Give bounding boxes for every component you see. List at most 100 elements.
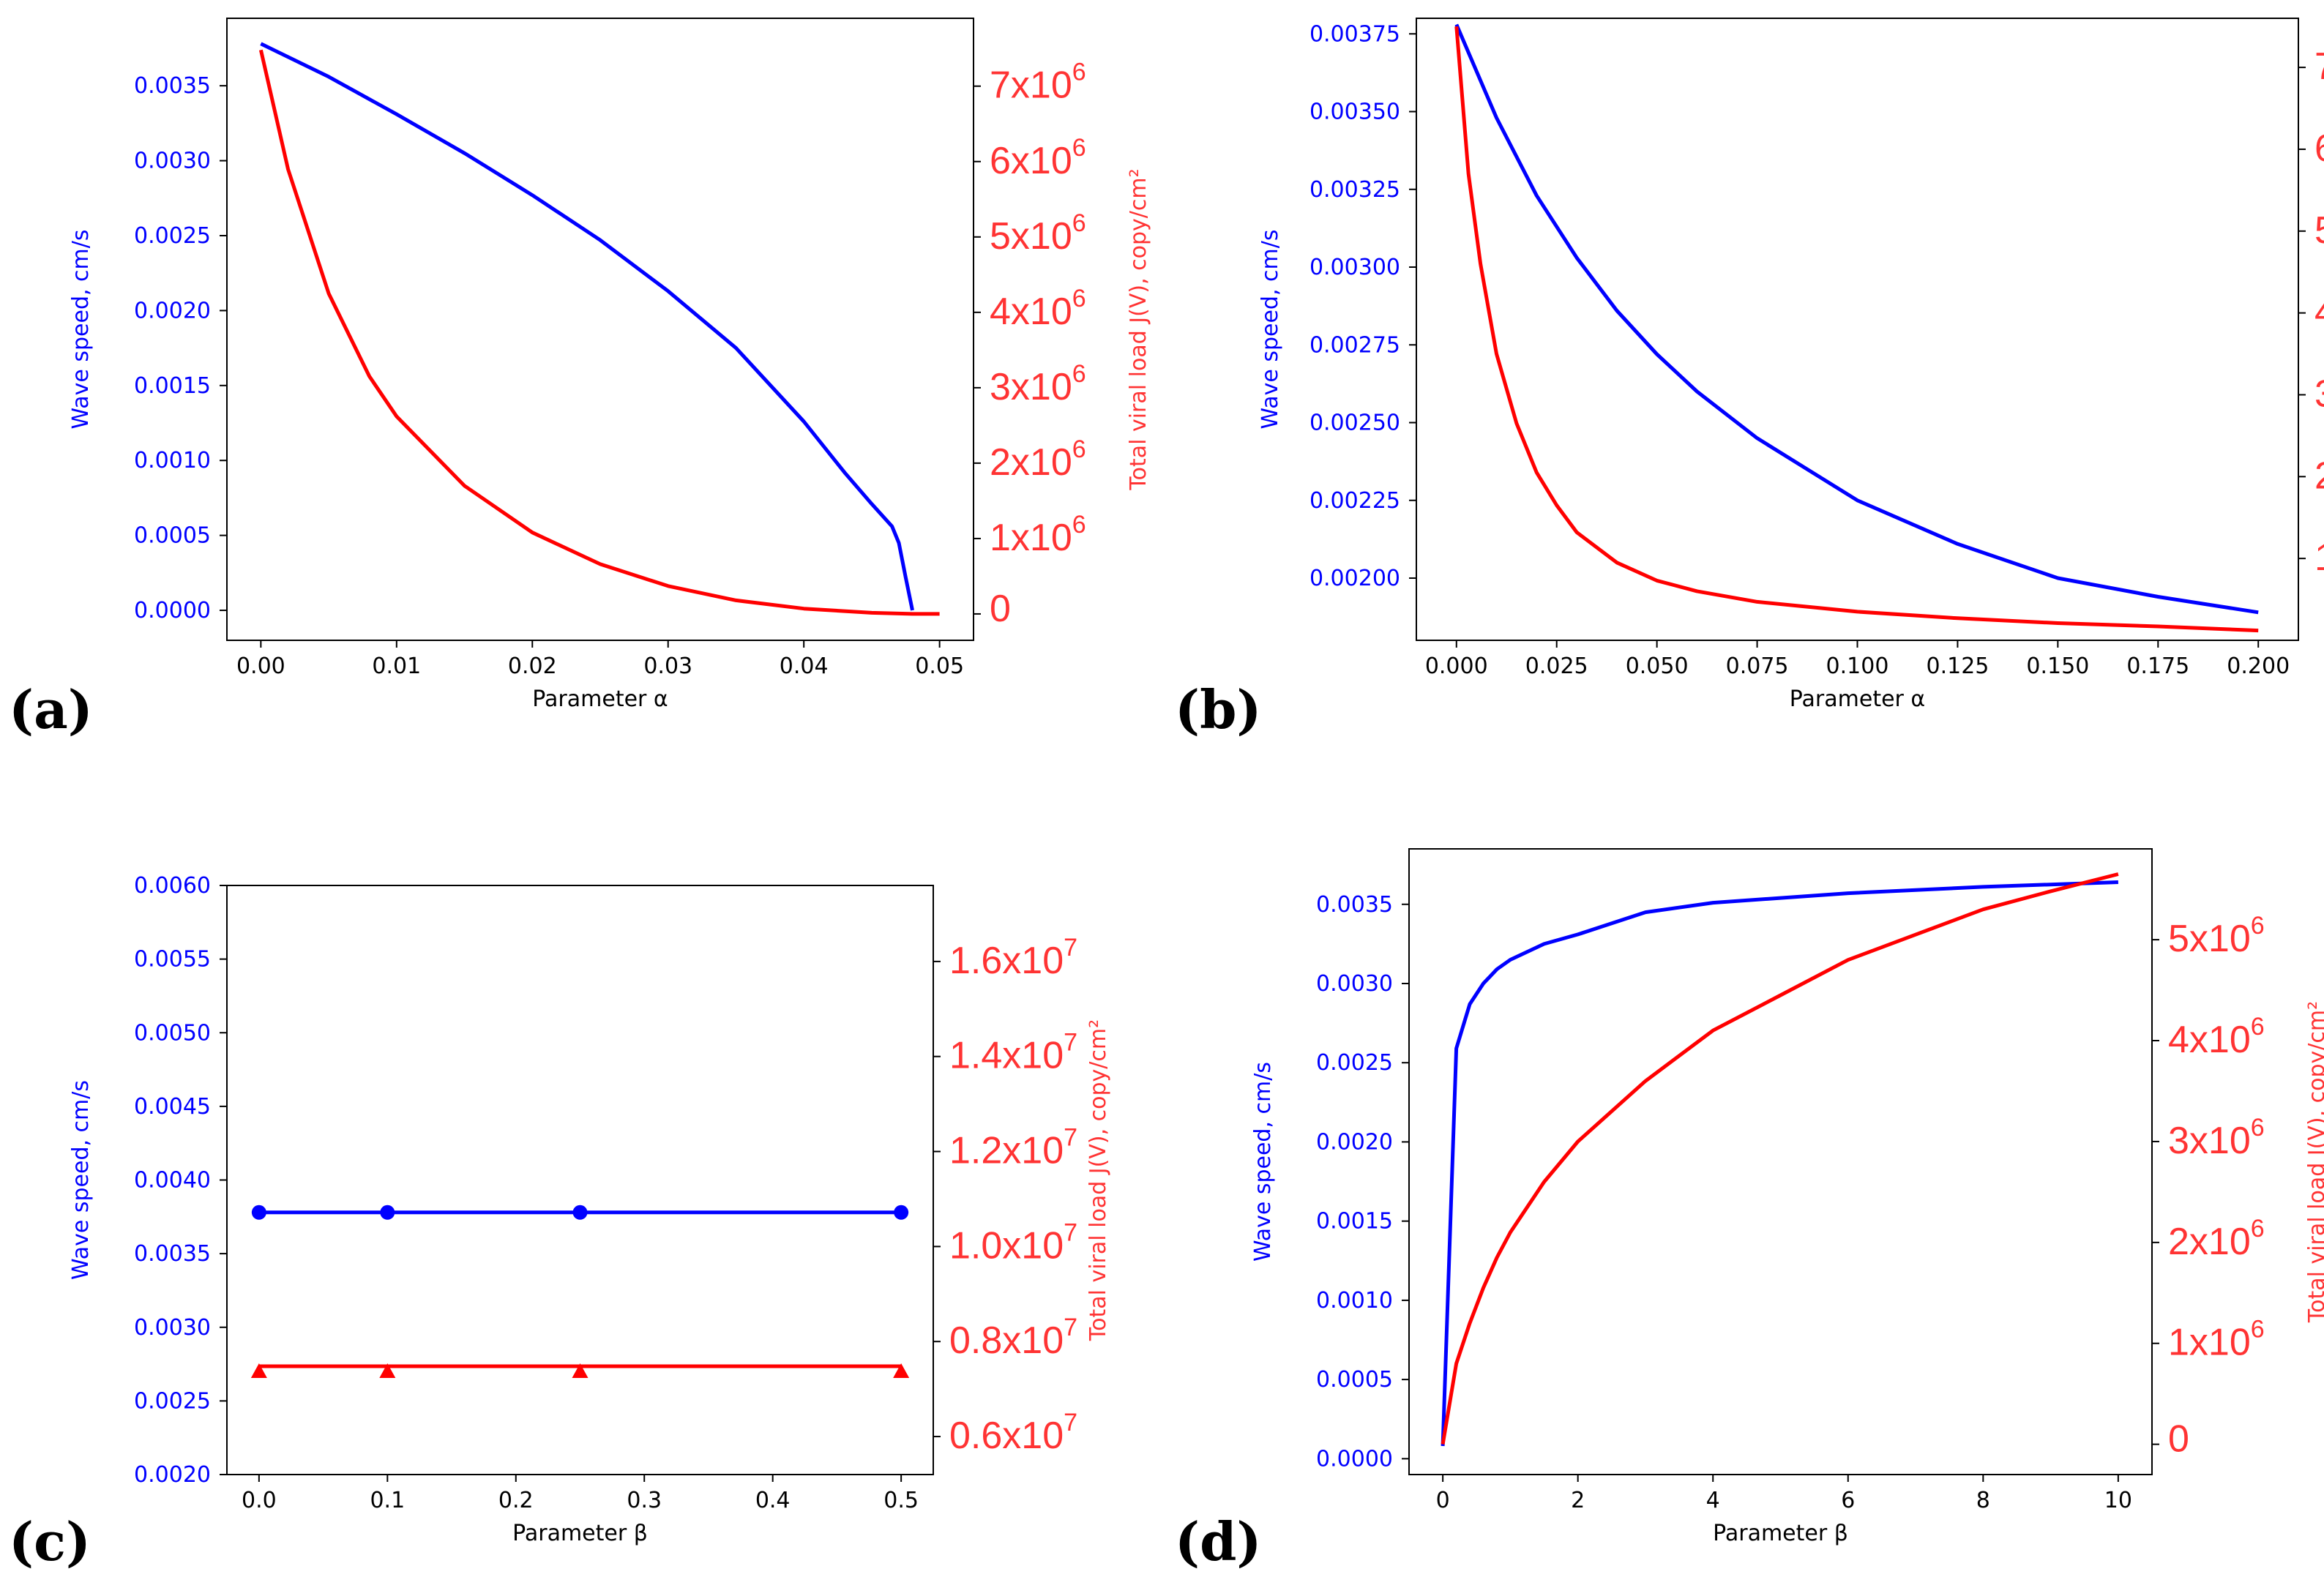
x-tick-label: 0.00 bbox=[236, 653, 285, 679]
data-point-marker bbox=[572, 1205, 588, 1220]
x-tick-label: 0.100 bbox=[1826, 653, 1889, 679]
right-axis-label: Total viral load J(V), copy/cm² bbox=[1086, 1019, 1111, 1341]
data-point-marker bbox=[251, 1205, 266, 1220]
right-tick-label: 4x106 bbox=[2168, 1013, 2265, 1061]
right-tick-label: 2x106 bbox=[990, 435, 1086, 484]
left-tick-label: 0.0035 bbox=[1316, 892, 1393, 918]
x-axis-label: Parameter β bbox=[1713, 1521, 1848, 1546]
data-point-marker bbox=[380, 1205, 395, 1220]
left-tick-label: 0.0040 bbox=[134, 1168, 211, 1194]
left-tick-label: 0.0015 bbox=[134, 373, 211, 399]
right-tick-label: 3x106 bbox=[990, 360, 1086, 408]
right-axis-label: Total viral load J(V), copy/cm² bbox=[2304, 1001, 2324, 1323]
series-line-total-viral-load bbox=[1454, 26, 2259, 633]
series-line-wave-speed bbox=[260, 42, 914, 611]
left-tick-label: 0.0025 bbox=[134, 1388, 211, 1414]
left-tick-label: 0.0015 bbox=[1316, 1209, 1393, 1235]
x-tick-label: 0.03 bbox=[643, 653, 692, 679]
x-tick-label: 0.01 bbox=[372, 653, 421, 679]
left-tick-label: 0.0000 bbox=[134, 598, 211, 623]
right-tick-label: 3x106 bbox=[2314, 367, 2324, 415]
x-tick-label: 0.150 bbox=[2026, 653, 2089, 679]
right-tick-label: 1x106 bbox=[2314, 531, 2324, 579]
plot-frame bbox=[1408, 848, 2153, 1475]
left-tick-label: 0.0020 bbox=[1316, 1129, 1393, 1155]
x-tick-label: 0.025 bbox=[1525, 653, 1588, 679]
right-tick-label: 1.2x107 bbox=[949, 1124, 1077, 1172]
x-tick-label: 0.200 bbox=[2227, 653, 2290, 679]
right-tick-label: 0 bbox=[990, 588, 1011, 630]
panel-4: 0 2 4 6 8 10 0.0000 0.0005 0.0010 0.0015 0.0020 0.0… bbox=[1175, 848, 2324, 1573]
right-tick-label: 2x106 bbox=[2168, 1215, 2265, 1263]
x-tick-label: 0.5 bbox=[883, 1488, 919, 1513]
x-tick-label: 4 bbox=[1706, 1488, 1720, 1513]
right-tick-label: 6x106 bbox=[990, 134, 1086, 182]
x-tick-label: 0.4 bbox=[755, 1488, 791, 1513]
x-tick-label: 0.125 bbox=[1926, 653, 1989, 679]
x-tick-label: 10 bbox=[2104, 1488, 2132, 1513]
x-tick-label: 0.2 bbox=[498, 1488, 534, 1513]
x-tick-label: 0.04 bbox=[780, 653, 829, 679]
series-line-wave-speed bbox=[1454, 23, 2259, 615]
left-tick-label: 0.0030 bbox=[134, 1315, 211, 1341]
series-line-total-viral-load bbox=[1441, 872, 2119, 1445]
right-tick-label: 3x106 bbox=[2168, 1114, 2265, 1162]
left-tick-label: 0.00350 bbox=[1309, 100, 1400, 125]
right-tick-label: 7x106 bbox=[990, 59, 1086, 107]
left-tick-label: 0.00250 bbox=[1309, 411, 1400, 436]
left-tick-label: 0.0020 bbox=[134, 1462, 211, 1488]
left-tick-label: 0.0045 bbox=[134, 1094, 211, 1120]
x-tick-label: 6 bbox=[1841, 1488, 1855, 1513]
left-tick-label: 0.0050 bbox=[134, 1020, 211, 1046]
left-axis-label: Wave speed, cm/s bbox=[1258, 229, 1283, 429]
series-line-total-viral-load bbox=[258, 49, 940, 616]
left-tick-label: 0.00200 bbox=[1309, 566, 1400, 591]
left-tick-label: 0.0030 bbox=[1316, 971, 1393, 997]
left-tick-label: 0.0005 bbox=[1316, 1367, 1393, 1393]
left-tick-label: 0.00375 bbox=[1309, 21, 1400, 47]
data-point-marker bbox=[379, 1363, 396, 1378]
right-tick-label: 1.0x107 bbox=[949, 1218, 1077, 1267]
data-point-marker bbox=[894, 1205, 909, 1220]
panel-2: 0.000 0.025 0.050 0.075 0.100 0.125 0.150 0.175… bbox=[1175, 18, 2324, 741]
left-axis-label: Wave speed, cm/s bbox=[68, 229, 94, 429]
series-line-wave-speed bbox=[1441, 880, 2118, 1447]
left-tick-label: 0.0020 bbox=[134, 298, 211, 323]
right-tick-label: 7x106 bbox=[2314, 40, 2324, 88]
left-axis-label: Wave speed, cm/s bbox=[68, 1080, 94, 1280]
right-tick-label: 4x106 bbox=[2314, 285, 2324, 334]
left-tick-label: 0.0060 bbox=[134, 873, 211, 899]
plot-frame bbox=[226, 18, 974, 641]
x-tick-label: 0.075 bbox=[1726, 653, 1789, 679]
plot-frame bbox=[1416, 18, 2299, 641]
x-tick-label: 0.0 bbox=[242, 1488, 277, 1513]
right-tick-label: 6x106 bbox=[2314, 121, 2324, 170]
data-point-marker bbox=[250, 1363, 267, 1378]
right-tick-label: 1.6x107 bbox=[949, 934, 1077, 982]
x-axis-label: Parameter α bbox=[532, 686, 668, 712]
x-tick-label: 0.1 bbox=[370, 1488, 405, 1513]
left-tick-label: 0.0025 bbox=[134, 223, 211, 249]
data-point-marker bbox=[572, 1363, 589, 1378]
x-axis-label: Parameter α bbox=[1790, 686, 1925, 712]
x-tick-label: 0.050 bbox=[1626, 653, 1689, 679]
panel-label: (c) bbox=[9, 1510, 91, 1573]
left-tick-label: 0.0010 bbox=[134, 448, 211, 473]
left-tick-label: 0.0055 bbox=[134, 947, 211, 973]
right-tick-label: 2x106 bbox=[2314, 449, 2324, 497]
left-tick-label: 0.0000 bbox=[1316, 1446, 1393, 1472]
panel-1: 0.00 0.01 0.02 0.03 0.04 0.05 0.0000 0.0005 0.00… bbox=[9, 18, 1151, 741]
x-axis-label: Parameter β bbox=[512, 1521, 648, 1546]
right-tick-label: 1.4x107 bbox=[949, 1029, 1077, 1077]
left-tick-label: 0.00325 bbox=[1309, 177, 1400, 203]
left-tick-label: 0.0035 bbox=[134, 73, 211, 99]
left-tick-label: 0.0025 bbox=[1316, 1050, 1393, 1076]
right-tick-label: 5x106 bbox=[2314, 203, 2324, 252]
left-tick-label: 0.00300 bbox=[1309, 255, 1400, 280]
left-axis-label: Wave speed, cm/s bbox=[1250, 1062, 1276, 1262]
panel-label: (d) bbox=[1175, 1510, 1261, 1573]
x-tick-label: 0.02 bbox=[508, 653, 557, 679]
data-point-marker bbox=[893, 1363, 910, 1378]
plot-frame bbox=[226, 885, 934, 1475]
